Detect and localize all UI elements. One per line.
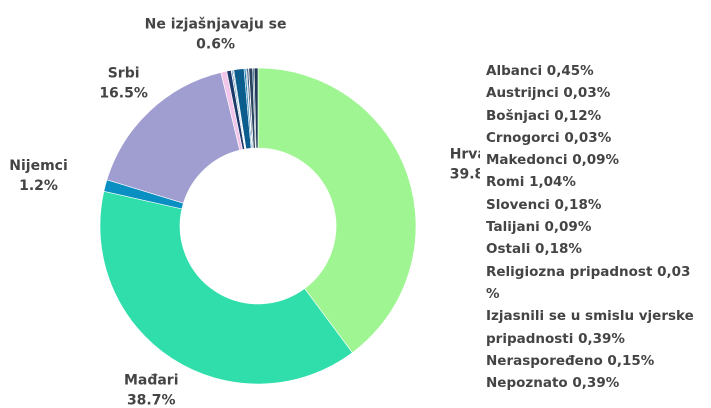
legend-label: Ostali — [486, 241, 531, 258]
legend-label: Religiozna pripadnost — [486, 263, 653, 280]
legend-label: Romi — [486, 174, 525, 191]
legend-item: Izjasnili se u smislu vjerske pripadnost… — [486, 305, 708, 350]
legend-item: Romi 1,04% — [486, 171, 708, 193]
legend-item: Bošnjaci 0,12% — [486, 105, 708, 127]
legend-label: Albanci — [486, 63, 543, 79]
legend-label: Slovenci — [486, 196, 550, 213]
slice-value-label: 0.6% — [196, 37, 235, 53]
slice — [257, 67, 417, 354]
legend: Albanci 0,45% Austrijnci 0,03% Bošnjaci 0,… — [486, 60, 708, 394]
legend-item: Neraspoređeno 0,15% — [486, 350, 708, 372]
slice-value-label: 16.5% — [99, 85, 148, 101]
legend-value: 0,09% — [544, 219, 592, 236]
slice-value-label: 38.7% — [127, 392, 176, 408]
legend-value: 0,03 % — [486, 263, 691, 302]
legend-item: Austrijnci 0,03% — [486, 82, 708, 104]
legend-value: 0,03% — [564, 129, 612, 146]
legend-item: Slovenci 0,18% — [486, 194, 708, 216]
legend-label: Austrijnci — [486, 85, 559, 102]
legend-value: 0,39% — [578, 330, 625, 347]
legend-value: 1,04% — [529, 174, 576, 191]
legend-value: 0,15% — [607, 352, 655, 369]
legend-value: 0,18% — [535, 241, 582, 258]
legend-value: 0,03% — [563, 85, 611, 102]
legend-value: 0,09% — [572, 152, 620, 169]
legend-item: Albanci 0,45% — [486, 60, 708, 82]
slice-label: Mađari — [124, 372, 179, 388]
legend-value: 0,45% — [546, 63, 594, 79]
slice-value-label: 39.8% — [450, 166, 480, 182]
slice-label: Srbi — [108, 65, 140, 81]
legend-item: Crnogorci 0,03% — [486, 127, 708, 149]
legend-item: Talijani 0,09% — [486, 216, 708, 238]
slice-label: Hrvati — [450, 146, 480, 162]
legend-label: Izjasnili se u smislu vjerske pripadnost… — [486, 308, 694, 347]
legend-label: Bošnjaci — [486, 107, 550, 124]
donut-chart: Hrvati 39.8% Mađari 38.7% Nijemci 1.2% Srbi 16.… — [9, 17, 480, 408]
slice — [99, 190, 353, 385]
legend-item: Religiozna pripadnost 0,03 % — [486, 261, 708, 306]
legend-label: Crnogorci — [486, 129, 560, 146]
slice-value-label: 1.2% — [19, 178, 58, 194]
legend-value: 0,18% — [554, 196, 602, 213]
legend-label: Makedonci — [486, 152, 568, 169]
legend-item: Nepoznato 0,39% — [486, 372, 708, 394]
legend-value: 0,39% — [572, 375, 620, 392]
legend-label: Talijani — [486, 219, 540, 236]
slice — [253, 67, 259, 149]
legend-label: Nepoznato — [486, 375, 568, 392]
slice-label: Nijemci — [9, 158, 68, 174]
legend-value: 0,12% — [554, 107, 602, 124]
slice-label: Ne izjašnjavaju se — [145, 17, 287, 33]
slice — [106, 72, 241, 204]
legend-item: Makedonci 0,09% — [486, 149, 708, 171]
legend-label: Neraspoređeno — [486, 352, 603, 369]
legend-item: Ostali 0,18% — [486, 238, 708, 260]
